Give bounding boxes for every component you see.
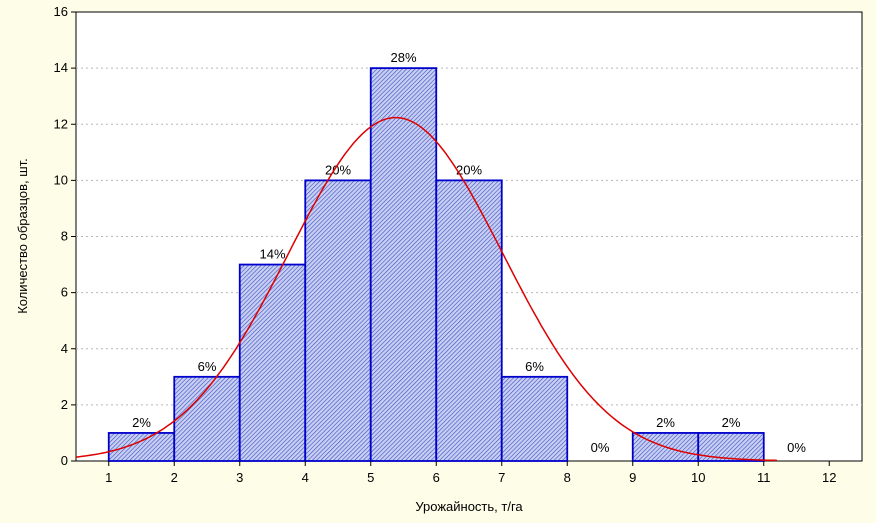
bar-percent-label: 2% [656,415,675,430]
percent-labels: 2%6%14%20%28%20%6%0%2% 2%0% [132,50,806,455]
x-tick-label: 9 [629,470,636,485]
histogram-bar [369,67,438,462]
histogram-bar [173,375,241,462]
histogram-bar [500,375,569,462]
x-tick-label: 2 [171,470,178,485]
x-tick-label: 1 [105,470,112,485]
y-tick-label: 4 [61,341,68,356]
y-tick-label: 16 [54,4,68,19]
y-tick-label: 0 [61,453,68,468]
bar-percent-label: 0% [787,440,806,455]
x-tick-label: 11 [757,470,771,485]
x-tick-label: 8 [564,470,571,485]
bars [107,67,765,462]
y-tick-label: 2 [61,397,68,412]
x-tick-label: 3 [236,470,243,485]
x-tick-label: 12 [822,470,836,485]
bar-percent-label: 14% [259,247,285,262]
x-tick-label: 6 [433,470,440,485]
histogram-bar [435,179,503,462]
histogram-bar [107,432,176,462]
y-tick-label: 6 [61,285,68,300]
histogram-bar [304,179,372,462]
histogram-bar [238,263,307,462]
bar-percent-label: 6% [525,359,544,374]
y-tick-label: 8 [61,229,68,244]
y-tick-label: 10 [54,172,68,187]
x-tick-label: 4 [302,470,309,485]
bar-percent-label: 28% [390,50,416,65]
x-tick-label: 10 [691,470,705,485]
bar-percent-label: 0% [591,440,610,455]
normal-fit-curve [75,116,777,462]
y-axis-title: Количество образцов, шт. [15,158,30,314]
bar-percent-label: 20% [456,162,482,177]
y-tick-label: 14 [54,60,68,75]
y-tick-label: 12 [54,116,68,131]
x-axis-title: Урожайность, т/га [415,499,523,514]
bar-percent-label: 2% [722,415,741,430]
x-tick-label: 7 [498,470,505,485]
bar-percent-label: 2% [132,415,151,430]
x-tick-label: 5 [367,470,374,485]
bar-percent-label: 6% [198,359,217,374]
